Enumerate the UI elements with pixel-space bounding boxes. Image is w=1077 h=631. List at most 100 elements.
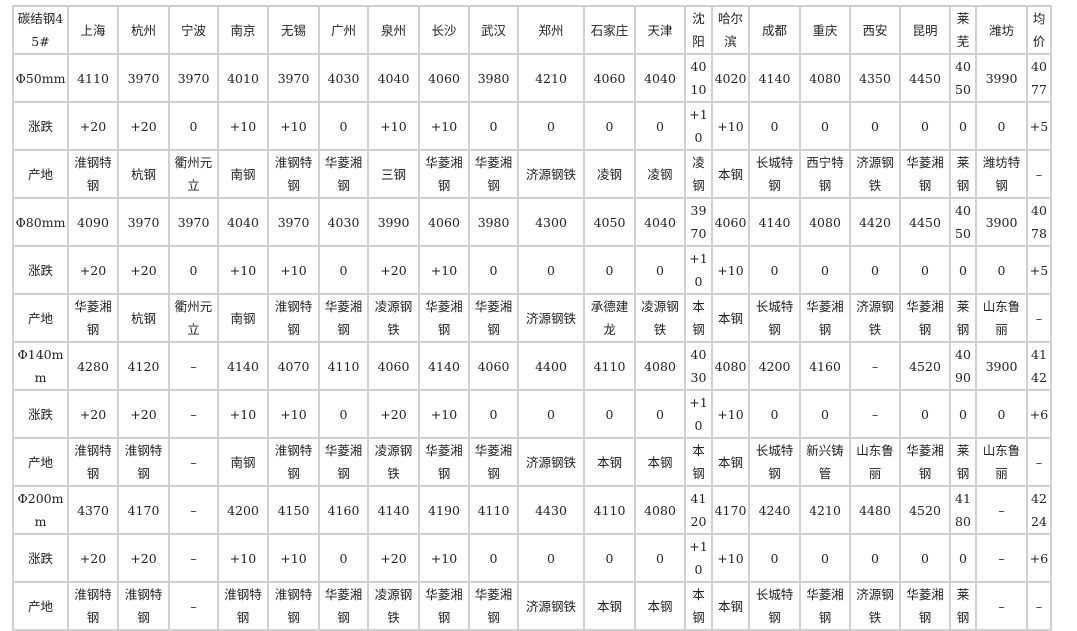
table-cell: 华菱湘钢 [468, 149, 519, 199]
table-cell: 4200 [748, 341, 801, 391]
table-cell: 承德建龙 [583, 293, 636, 343]
table-cell: 本钢 [711, 149, 750, 199]
table-cell: – [975, 533, 1028, 583]
table-cell: 济源钢铁 [517, 581, 585, 631]
table-cell: 凌源钢铁 [634, 293, 686, 343]
table-cell: +10 [711, 101, 750, 151]
table-cell: 衢州元立 [168, 293, 219, 343]
table-cell: 本钢 [634, 581, 686, 631]
table-cell: – [168, 581, 219, 631]
table-cell: 莱钢 [949, 149, 977, 199]
table-cell: +20 [67, 389, 119, 439]
table-cell: 淮钢特钢 [67, 149, 119, 199]
table-cell: 4040 [634, 197, 686, 247]
table-cell: 4060 [418, 197, 470, 247]
table-cell: 宁波 [168, 5, 219, 55]
table-cell: 0 [318, 101, 369, 151]
table-cell: 济源钢铁 [517, 149, 585, 199]
table-cell: 3980 [468, 197, 519, 247]
table-cell: 本钢 [711, 581, 750, 631]
table-cell: 武汉 [468, 5, 519, 55]
table-cell: 本钢 [634, 437, 686, 487]
table-cell: 4070 [267, 341, 320, 391]
table-cell: 4110 [67, 53, 119, 103]
table-cell: 长城特钢 [748, 293, 801, 343]
table-cell: – [168, 389, 219, 439]
table-cell: 上海 [67, 5, 119, 55]
origin-row: 产地 华菱湘钢 杭钢 衢州元立 南钢 淮钢特钢 华菱湘钢 凌源钢铁 华菱湘钢 华菱湘钢 济源钢铁 承德… [12, 293, 1052, 343]
change-row: 涨跌 +20 +20 0 +10 +10 0 +10 +10 0 0 0 0 +10 +10 0 0 0 0 0 0 +5 [12, 101, 1052, 151]
table-cell: 长城特钢 [748, 149, 801, 199]
table-cell: 本钢 [711, 293, 750, 343]
table-cell: 石家庄 [583, 5, 636, 55]
table-cell: 山东鲁丽 [849, 437, 901, 487]
table-cell: 杭钢 [117, 293, 170, 343]
change-row: 涨跌 +20 +20 0 +10 +10 0 +20 +10 0 0 0 0 +10 +10 0 0 0 0 0 0 +5 [12, 245, 1052, 295]
table-cell: 天津 [634, 5, 686, 55]
table-cell: +20 [117, 533, 170, 583]
table-cell: – [1026, 581, 1052, 631]
table-cell: 4080 [799, 197, 851, 247]
table-cell: 凌源钢铁 [367, 581, 420, 631]
table-cell: 昆明 [899, 5, 951, 55]
table-cell: 淮钢特钢 [117, 437, 170, 487]
table-cell: 4040 [367, 53, 420, 103]
table-cell: – [849, 389, 901, 439]
table-cell: 杭钢 [117, 149, 170, 199]
table-cell: +5 [1026, 101, 1052, 151]
table-cell: 潍坊特钢 [975, 149, 1028, 199]
table-cell: 0 [748, 533, 801, 583]
table-cell: 莱钢 [949, 581, 977, 631]
table-cell: 淮钢特钢 [267, 149, 320, 199]
table-cell: 山东鲁丽 [975, 293, 1028, 343]
change-row: 涨跌 +20 +20– +10 +10 0 +20 +10 0 0 0 0 +10 +10 0 0–0 0 0 +6 [12, 389, 1052, 439]
table-cell: 4280 [67, 341, 119, 391]
table-cell: 0 [517, 389, 585, 439]
table-cell: 长沙 [418, 5, 470, 55]
table-cell: 华菱湘钢 [318, 293, 369, 343]
table-cell: 0 [517, 245, 585, 295]
table-cell: – [168, 485, 219, 535]
table-cell: +20 [367, 389, 420, 439]
table-cell: 潍坊 [975, 5, 1028, 55]
table-cell: 0 [517, 101, 585, 151]
table-cell: 4450 [899, 53, 951, 103]
table-cell: 0 [849, 245, 901, 295]
table-cell: 4350 [849, 53, 901, 103]
table-cell: 重庆 [799, 5, 851, 55]
price-row: Φ50mm 4110 3970 3970 4010 3970 4030 4040 4060 398… [12, 53, 1052, 103]
table-cell: 0 [975, 245, 1028, 295]
table-cell: 本钢 [684, 581, 713, 631]
table-cell: 华菱湘钢 [899, 149, 951, 199]
row-label-cell: Φ80mm [12, 197, 69, 247]
table-cell: 南钢 [217, 149, 269, 199]
table-cell: 4450 [899, 197, 951, 247]
table-cell: 4110 [318, 341, 369, 391]
table-cell: 华菱湘钢 [418, 437, 470, 487]
table-cell: 0 [949, 533, 977, 583]
table-cell: 4120 [684, 485, 713, 535]
table-cell: 华菱湘钢 [468, 293, 519, 343]
table-cell: 4040 [217, 197, 269, 247]
table-cell: 4142 [1026, 341, 1052, 391]
table-cell: 泉州 [367, 5, 420, 55]
table-cell: 3970 [684, 197, 713, 247]
table-cell: 莱钢 [949, 293, 977, 343]
table-cell: 4080 [634, 341, 686, 391]
table-cell: 4520 [899, 485, 951, 535]
table-cell: 3970 [117, 53, 170, 103]
table-cell: 淮钢特钢 [267, 293, 320, 343]
table-cell: 华菱湘钢 [899, 581, 951, 631]
table-cell: 杭州 [117, 5, 170, 55]
row-label-cell: 涨跌 [12, 101, 69, 151]
table-cell: +10 [267, 101, 320, 151]
table-cell: 4370 [67, 485, 119, 535]
table-cell: 4040 [634, 53, 686, 103]
table-cell: 4150 [267, 485, 320, 535]
table-cell: 4210 [517, 53, 585, 103]
table-cell: 4170 [117, 485, 170, 535]
table-cell: – [975, 581, 1028, 631]
table-cell: 4078 [1026, 197, 1052, 247]
price-row: Φ140mm 4280 4120–4140 4070 4110 4060 4140 4060 4… [12, 341, 1052, 391]
table-cell: 凌钢 [583, 149, 636, 199]
